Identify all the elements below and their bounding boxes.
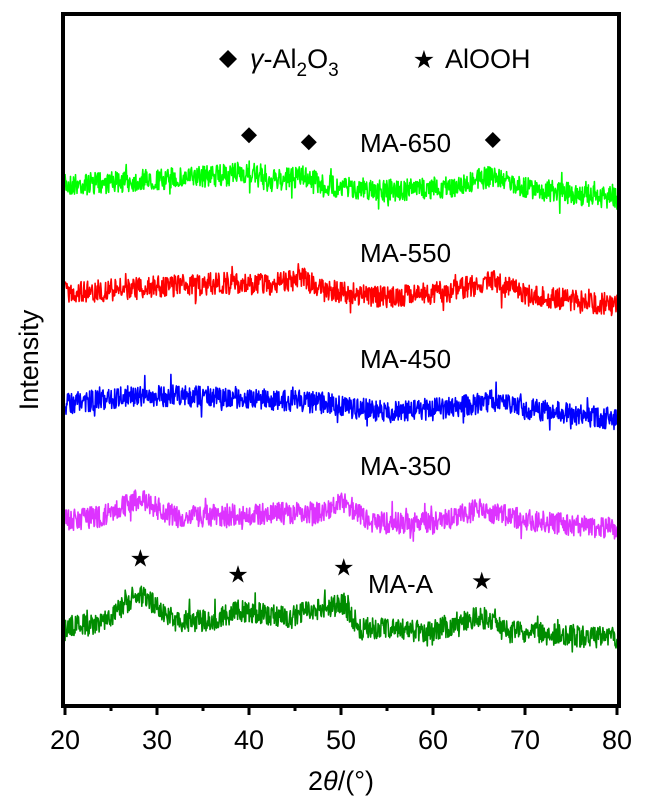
trace-ma-450	[64, 373, 618, 431]
legend-label-part: 2	[297, 60, 308, 81]
legend-label-alooh: AlOOH	[445, 44, 531, 74]
legend-diamond-icon	[219, 50, 237, 68]
x-tick-label: 70	[510, 725, 540, 755]
diamond-marker-icon	[300, 134, 317, 151]
traces-group	[64, 160, 618, 653]
star-marker-icon: ★	[333, 554, 355, 582]
legend-label-part: γ	[250, 44, 265, 74]
star-marker-icon: ★	[227, 561, 249, 589]
x-tick-label: 30	[142, 725, 172, 755]
trace-label-ma-450: MA-450	[360, 344, 451, 374]
legend-label-part: 3	[328, 60, 339, 81]
legend-label-part: -Al	[264, 44, 297, 74]
legend-label-part: O	[307, 44, 328, 74]
legend: γ-Al2O3 ★ AlOOH	[219, 44, 531, 81]
star-marker-icon: ★	[130, 544, 152, 572]
legend-star-icon: ★	[413, 45, 435, 74]
x-tick-label: 50	[326, 725, 356, 755]
x-tick-label: 80	[602, 725, 632, 755]
trace-label-ma-550: MA-550	[360, 238, 451, 268]
diamond-marker-icon	[241, 127, 257, 144]
y-axis-label: Intensity	[14, 309, 44, 410]
x-axis-label: 2θ/(°)	[308, 766, 374, 796]
trace-label-ma-650: MA-650	[360, 128, 451, 158]
x-axis-label-suffix: /(°)	[338, 766, 374, 796]
legend-label-gamma-alumina: γ-Al2O3	[250, 44, 339, 81]
x-tick-label: 20	[50, 725, 80, 755]
x-tick-label: 40	[234, 725, 264, 755]
trace-ma-a	[64, 585, 618, 653]
x-axis-ticks: 20 30 40 50 60 70 80	[50, 705, 632, 755]
trace-ma-650	[64, 160, 618, 214]
x-axis-label-prefix: 2	[308, 766, 323, 796]
trace-labels-group: MA-650 MA-550 MA-450 MA-350 MA-A	[360, 128, 451, 599]
trace-ma-550	[64, 263, 618, 317]
trace-label-ma-350: MA-350	[360, 451, 451, 481]
trace-ma-350	[64, 489, 618, 542]
trace-label-ma-a: MA-A	[368, 569, 434, 599]
peak-markers-group: ★ ★ ★ ★	[130, 127, 501, 595]
star-marker-icon: ★	[471, 567, 493, 595]
x-tick-label: 60	[418, 725, 448, 755]
x-axis-label-theta: θ	[323, 766, 338, 796]
diamond-marker-icon	[484, 132, 501, 148]
